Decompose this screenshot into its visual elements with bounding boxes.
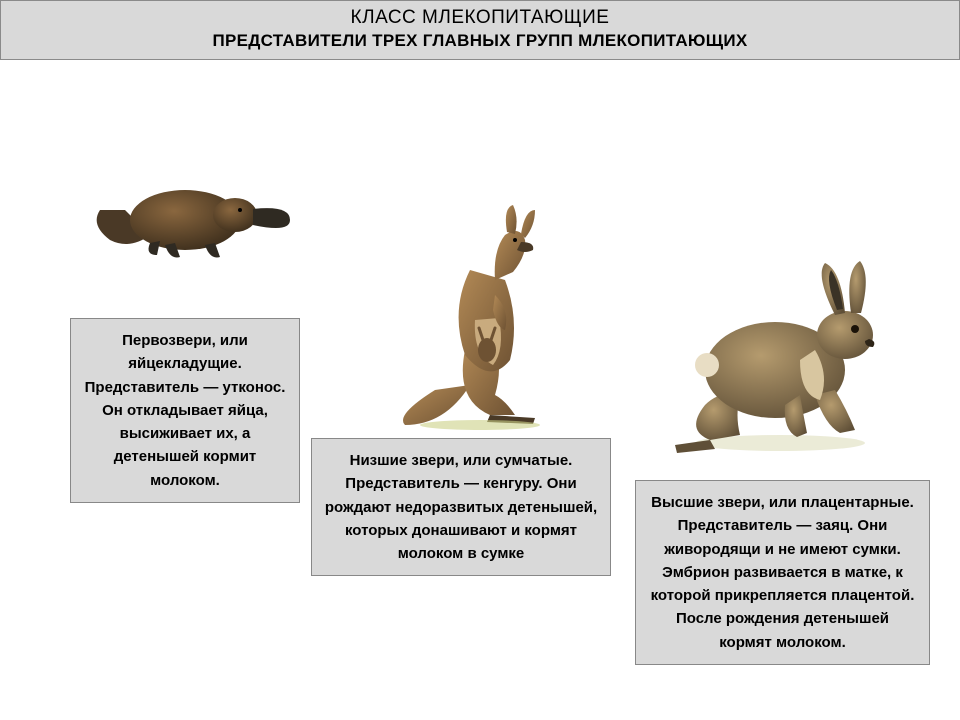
content-area: Первозвери, или яйцекладущие. Представит… — [0, 60, 960, 720]
header-panel: КЛАСС МЛЕКОПИТАЮЩИЕ ПРЕДСТАВИТЕЛИ ТРЕХ Г… — [0, 0, 960, 60]
page-subtitle: ПРЕДСТАВИТЕЛИ ТРЕХ ГЛАВНЫХ ГРУПП МЛЕКОПИ… — [61, 31, 899, 51]
page-title: КЛАСС МЛЕКОПИТАЮЩИЕ — [61, 7, 899, 29]
caption-placentals: Высшие звери, или плацентарные. Представ… — [635, 480, 930, 665]
caption-monotremes: Первозвери, или яйцекладущие. Представит… — [70, 318, 300, 503]
hare-icon — [665, 255, 895, 460]
caption-marsupials: Низшие звери, или сумчатые. Представител… — [311, 438, 611, 576]
kangaroo-icon — [395, 200, 565, 435]
platypus-icon — [95, 165, 295, 280]
